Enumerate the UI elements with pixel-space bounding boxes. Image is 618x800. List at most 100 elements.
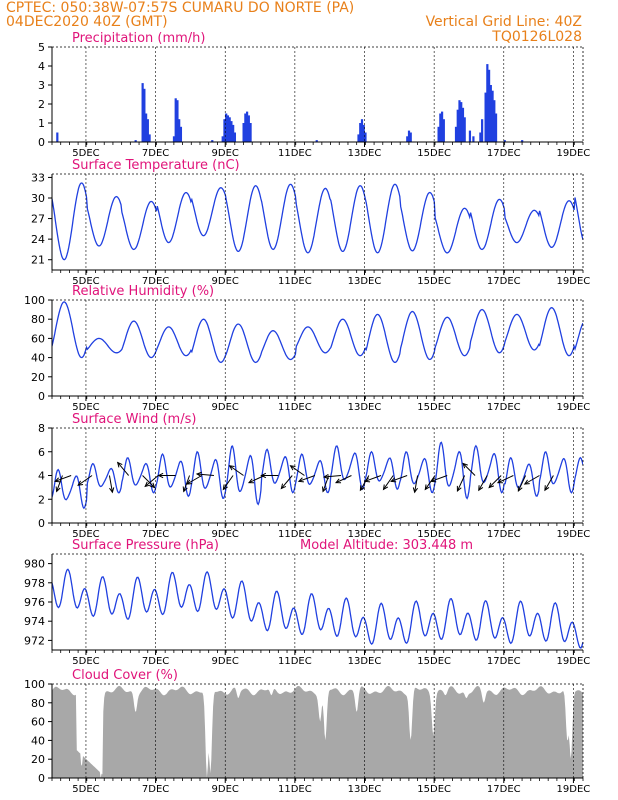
precip-bar [56,132,59,142]
y-tick-label: 3 [38,79,45,92]
panel-temp: Surface Temperature (nC) 21 24 27 30 33 5DEC 7D… [31,158,590,287]
precip-bar [406,136,409,142]
y-tick-label: 40 [31,734,45,747]
wind-vector [280,475,293,490]
x-tick-label: 17DEC [487,784,521,795]
x-tick-label: 5DEC [72,402,99,413]
wind-vector [195,471,214,478]
precip-bar [521,140,524,142]
precip-bar [463,117,466,142]
precip-bar [493,100,496,142]
wind-vector [359,475,370,492]
x-tick-label: 13DEC [348,784,382,795]
x-tick-label: 5DEC [72,529,99,540]
precip-bar [362,124,365,142]
x-tick-label: 13DEC [348,529,382,540]
wind-vector [390,475,408,483]
x-tick-label: 15DEC [417,656,451,667]
x-tick-label: 19DEC [557,276,591,287]
x-tick-label: 13DEC [348,148,382,159]
precip-bar [141,83,144,142]
wind-vector [363,475,382,483]
wind-vector [430,475,448,483]
precip-bar [360,119,364,142]
precip-bar [503,140,506,142]
precip-bar [226,115,230,142]
wind-vector [157,472,176,479]
precip-bar [454,126,458,142]
x-tick-label: 13DEC [348,402,382,413]
precip-bar [357,134,360,142]
wind-line [52,441,583,510]
precip-bar [146,119,149,142]
wind-vector [260,472,279,479]
precip-bar [249,123,252,142]
x-tick-label: 7DEC [142,148,169,159]
y-tick-label: 40 [31,352,45,365]
wind-vector [496,475,514,484]
wind-vector [77,475,93,486]
x-tick-label: 5DEC [72,148,99,159]
panel-title-pressure: Surface Pressure (hPa) [72,538,219,553]
y-tick-label: 20 [31,753,45,766]
x-tick-label: 19DEC [557,529,591,540]
x-tick-label: 11DEC [278,402,312,413]
precip-bar [479,132,482,142]
y-tick-label: 30 [31,192,45,205]
precip-bar [178,119,181,142]
precip-bar [460,102,463,142]
panel-title-wind: Surface Wind (m/s) [72,412,196,427]
precip-bar [211,140,214,142]
precip-bar [442,119,445,142]
x-tick-label: 5DEC [72,656,99,667]
precip-bar [232,124,235,142]
x-tick-label: 17DEC [487,529,521,540]
x-tick-label: 11DEC [278,784,312,795]
x-tick-label: 13DEC [348,656,382,667]
wind-vector [462,462,476,476]
y-tick-label: 8 [38,422,45,435]
precip-bar [315,140,318,142]
header-line-1: CPTEC: 050:38W-07:57S CUMARU DO NORTE (P… [6,0,355,16]
panel-subtitle-pressure: Model Altitude: 303.448 m [300,538,473,553]
wind-vector [382,475,394,491]
wind-vector [108,475,115,494]
panel-title-temp: Surface Temperature (nC) [72,158,240,173]
y-tick-label: 100 [24,678,45,691]
pressure-line [52,568,583,649]
x-tick-label: 7DEC [142,402,169,413]
temp-line [52,182,583,261]
wind-vector [523,475,540,485]
grid-note: Vertical Grid Line: 40Z [425,14,582,30]
wind-vector [297,475,316,483]
x-tick-label: 7DEC [142,276,169,287]
precip-bar [244,113,247,142]
precip-bar [484,92,487,142]
wind-vector [424,475,436,491]
panel-precip: Precipitation (mm/h) 0 1 2 3 4 5 5DEC 7DEC 9DEC 11… [38,31,590,159]
y-tick-label: 6 [38,446,45,459]
wind-vector [456,475,466,492]
y-tick-label: 60 [31,716,45,729]
wind-vector [116,461,129,476]
wind-vector [478,475,488,492]
cloud-cover-area [52,685,583,778]
precip-bar [481,119,484,142]
x-tick-label: 9DEC [212,148,239,159]
x-tick-label: 7DEC [142,656,169,667]
precip-bar [143,88,146,142]
precip-bar [176,100,179,142]
wind-vector [335,475,352,484]
y-tick-label: 2 [38,493,45,506]
x-tick-label: 11DEC [278,656,312,667]
y-tick-label: 0 [38,390,45,403]
x-tick-label: 19DEC [557,656,591,667]
y-tick-label: 80 [31,313,45,326]
run-code: TQ0126L028 [492,29,582,45]
y-tick-label: 27 [31,213,45,226]
y-tick-label: 100 [24,294,45,307]
wind-vector [142,475,156,489]
precip-bar [245,111,249,142]
y-tick-label: 80 [31,697,45,710]
